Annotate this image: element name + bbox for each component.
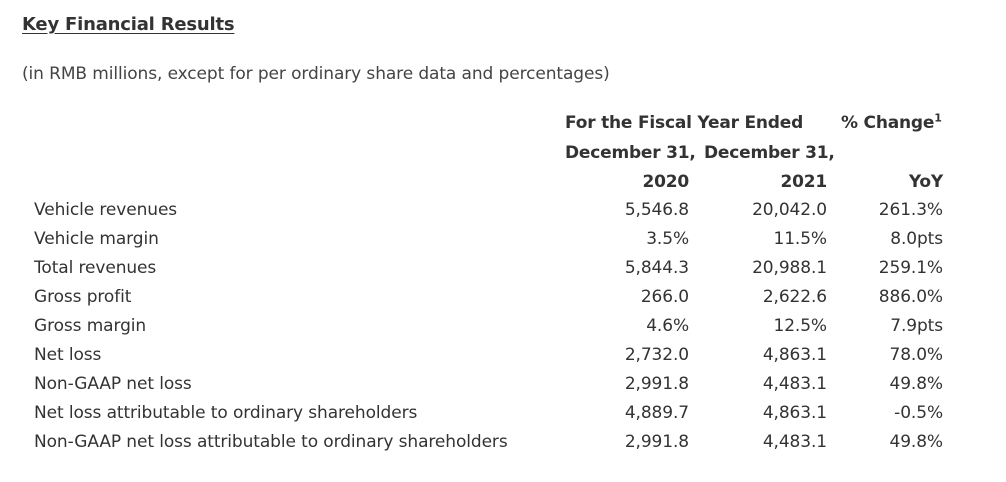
change-footnote-marker: 1: [934, 111, 942, 125]
value-2021: 12.5%: [773, 316, 827, 336]
row-label: Vehicle revenues: [34, 200, 178, 220]
row-label: Net loss attributable to ordinary shareh…: [34, 403, 418, 423]
row-label: Gross margin: [34, 316, 147, 336]
row-label: Vehicle margin: [34, 229, 159, 249]
yoy-change: 49.8%: [889, 432, 943, 452]
financial-results-body: Vehicle revenues 5,546.8 20,042.0 261.3% Veh…: [34, 196, 943, 457]
value-2020: 2,991.8: [624, 432, 689, 452]
col-2021-date-header: December 31,: [704, 143, 835, 163]
change-header-label: % Change: [841, 113, 935, 133]
table-row: Total revenues 5,844.3 20,988.1 259.1%: [34, 254, 943, 283]
value-2021: 4,483.1: [762, 432, 827, 452]
table-row: Vehicle margin 3.5% 11.5% 8.0pts: [34, 225, 943, 254]
value-2021: 4,863.1: [762, 345, 827, 365]
row-label: Non-GAAP net loss attributable to ordina…: [34, 432, 508, 452]
value-2021: 11.5%: [773, 229, 827, 249]
value-2020: 3.5%: [646, 229, 689, 249]
yoy-change: 261.3%: [878, 200, 943, 220]
table-row: Gross margin 4.6% 12.5% 7.9pts: [34, 312, 943, 341]
fiscal-year-header: For the Fiscal Year Ended: [565, 113, 804, 133]
table-row: Gross profit 266.0 2,622.6 886.0%: [34, 283, 943, 312]
row-label: Non-GAAP net loss: [34, 374, 192, 394]
yoy-change: 78.0%: [889, 345, 943, 365]
table-row: Non-GAAP net loss 2,991.8 4,483.1 49.8%: [34, 370, 943, 399]
row-label: Net loss: [34, 345, 102, 365]
value-2020: 4,889.7: [624, 403, 689, 423]
value-2020: 5,844.3: [624, 258, 689, 278]
row-label: Gross profit: [34, 287, 132, 307]
value-2020: 5,546.8: [624, 200, 689, 220]
value-2020: 2,991.8: [624, 374, 689, 394]
change-header: % Change1: [841, 111, 942, 133]
table-row: Net loss attributable to ordinary shareh…: [34, 399, 943, 428]
table-row: Vehicle revenues 5,546.8 20,042.0 261.3%: [34, 196, 943, 225]
value-2020: 266.0: [640, 287, 689, 307]
value-2021: 4,483.1: [762, 374, 827, 394]
yoy-change: 259.1%: [878, 258, 943, 278]
col-2020-date-header: December 31,: [565, 143, 696, 163]
col-2021-year-header: 2021: [780, 172, 827, 192]
table-row: Non-GAAP net loss attributable to ordina…: [34, 428, 943, 457]
value-2020: 4.6%: [646, 316, 689, 336]
yoy-change: 8.0pts: [890, 229, 943, 249]
col-2020-year-header: 2020: [642, 172, 689, 192]
row-label: Total revenues: [34, 258, 157, 278]
table-row: Net loss 2,732.0 4,863.1 78.0%: [34, 341, 943, 370]
yoy-change: -0.5%: [894, 403, 943, 423]
financial-results-table: Vehicle revenues 5,546.8 20,042.0 261.3% Veh…: [34, 196, 943, 457]
yoy-change: 886.0%: [878, 287, 943, 307]
col-yoy-header: YoY: [908, 172, 943, 192]
value-2021: 4,863.1: [762, 403, 827, 423]
value-2021: 20,988.1: [752, 258, 827, 278]
yoy-change: 7.9pts: [890, 316, 943, 336]
page-title: Key Financial Results: [22, 14, 235, 35]
yoy-change: 49.8%: [889, 374, 943, 394]
value-2021: 2,622.6: [762, 287, 827, 307]
units-note: (in RMB millions, except for per ordinar…: [22, 64, 610, 84]
value-2020: 2,732.0: [624, 345, 689, 365]
value-2021: 20,042.0: [752, 200, 827, 220]
